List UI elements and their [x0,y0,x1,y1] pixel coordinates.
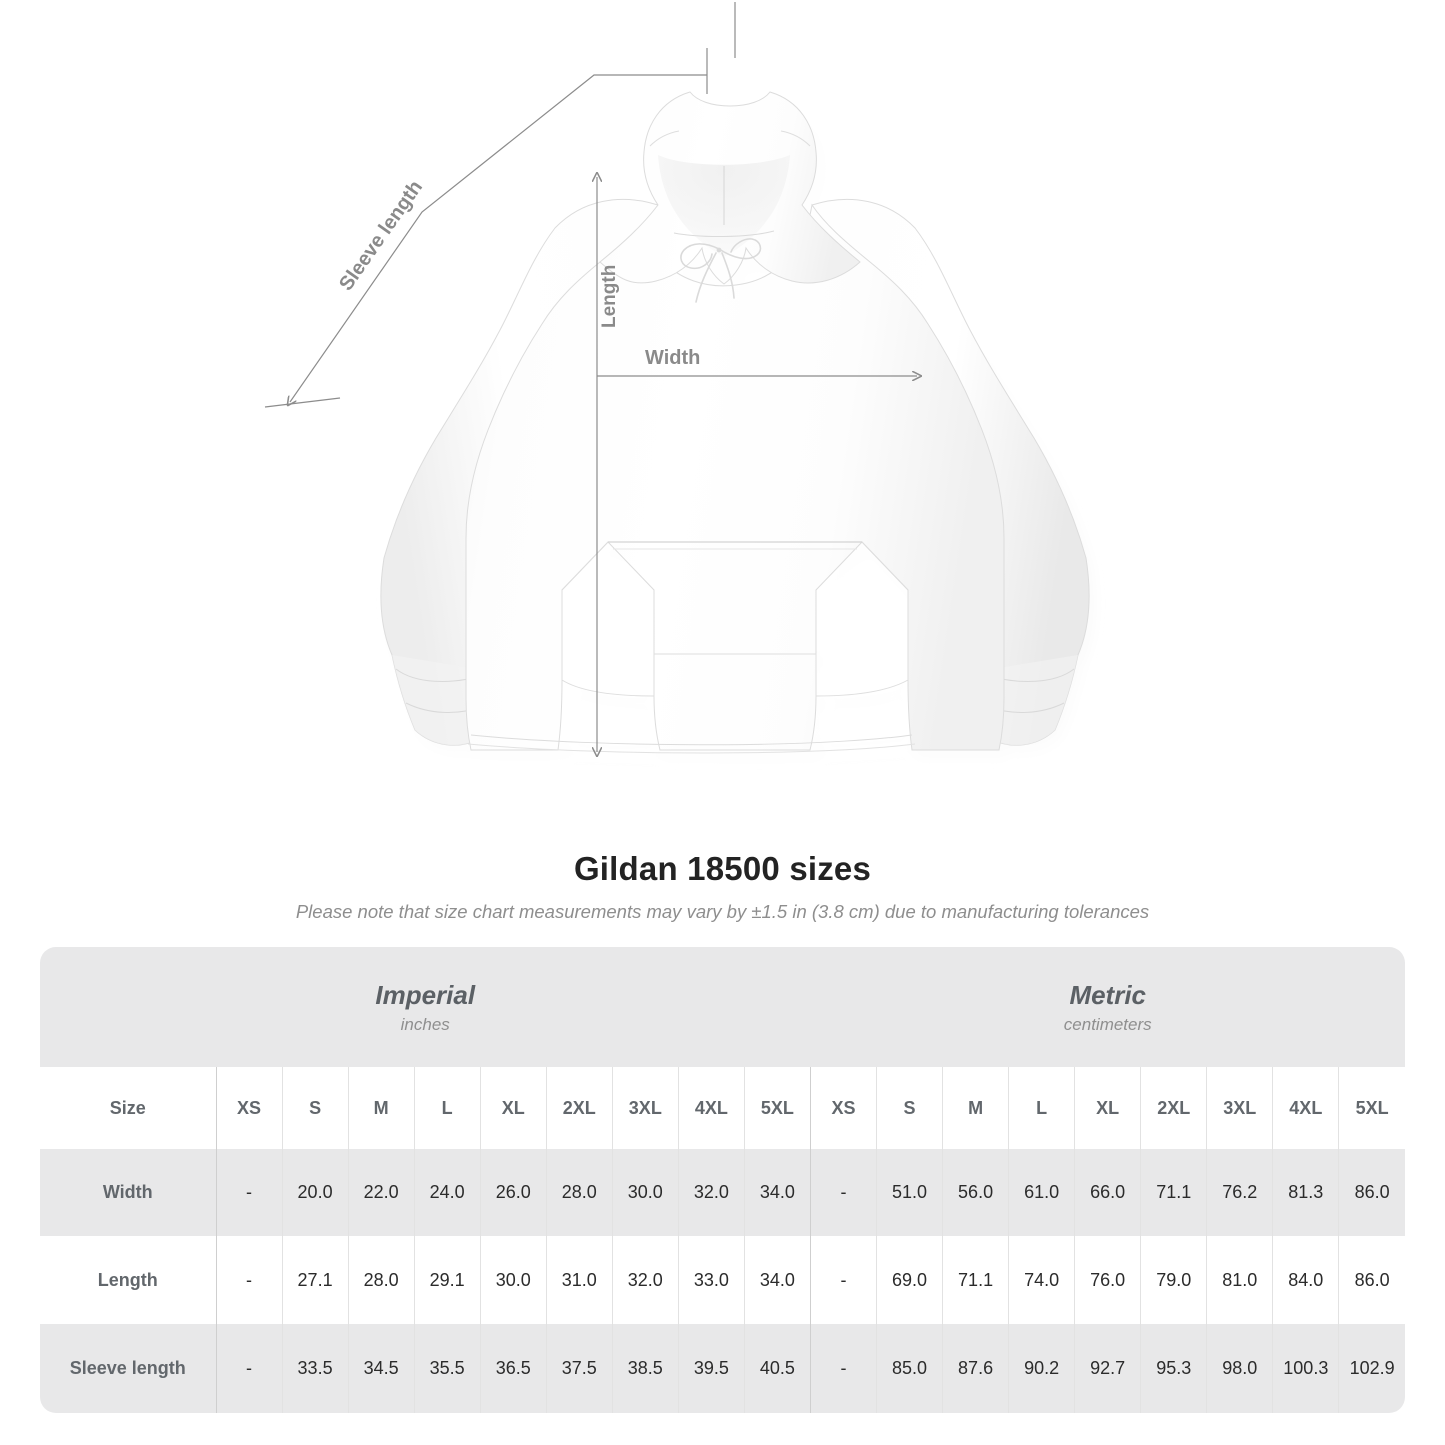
svg-text:Sleeve length: Sleeve length [335,177,427,295]
svg-text:Length: Length [599,265,620,328]
svg-text:Width: Width [645,347,700,369]
